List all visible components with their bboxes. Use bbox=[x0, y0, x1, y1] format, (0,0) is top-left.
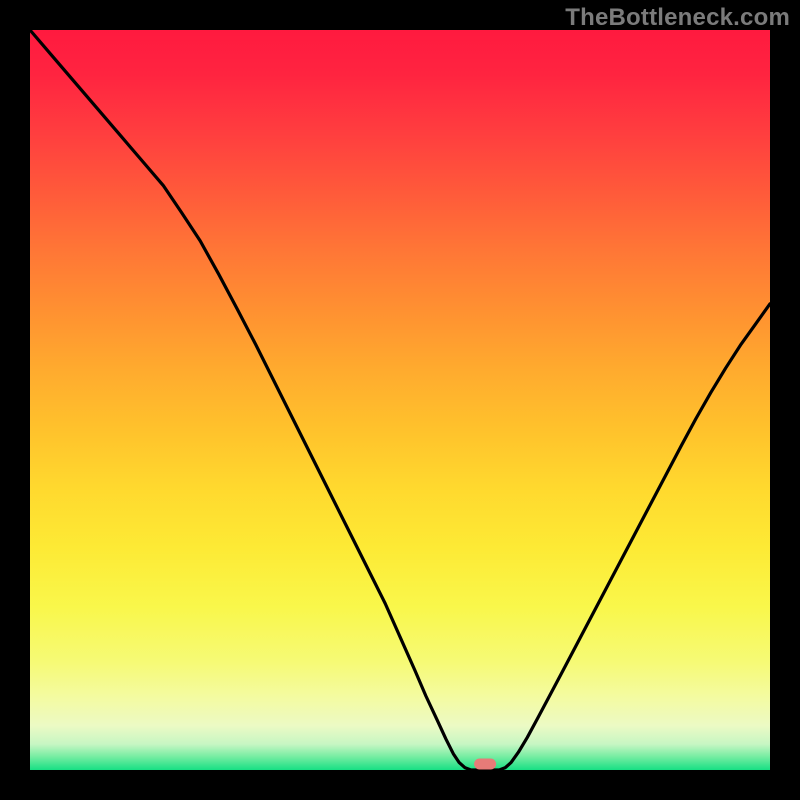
plot-gradient bbox=[30, 30, 770, 770]
chart-stage: TheBottleneck.com bbox=[0, 0, 800, 800]
optimal-marker bbox=[474, 759, 496, 770]
bottleneck-chart-svg bbox=[0, 0, 800, 800]
